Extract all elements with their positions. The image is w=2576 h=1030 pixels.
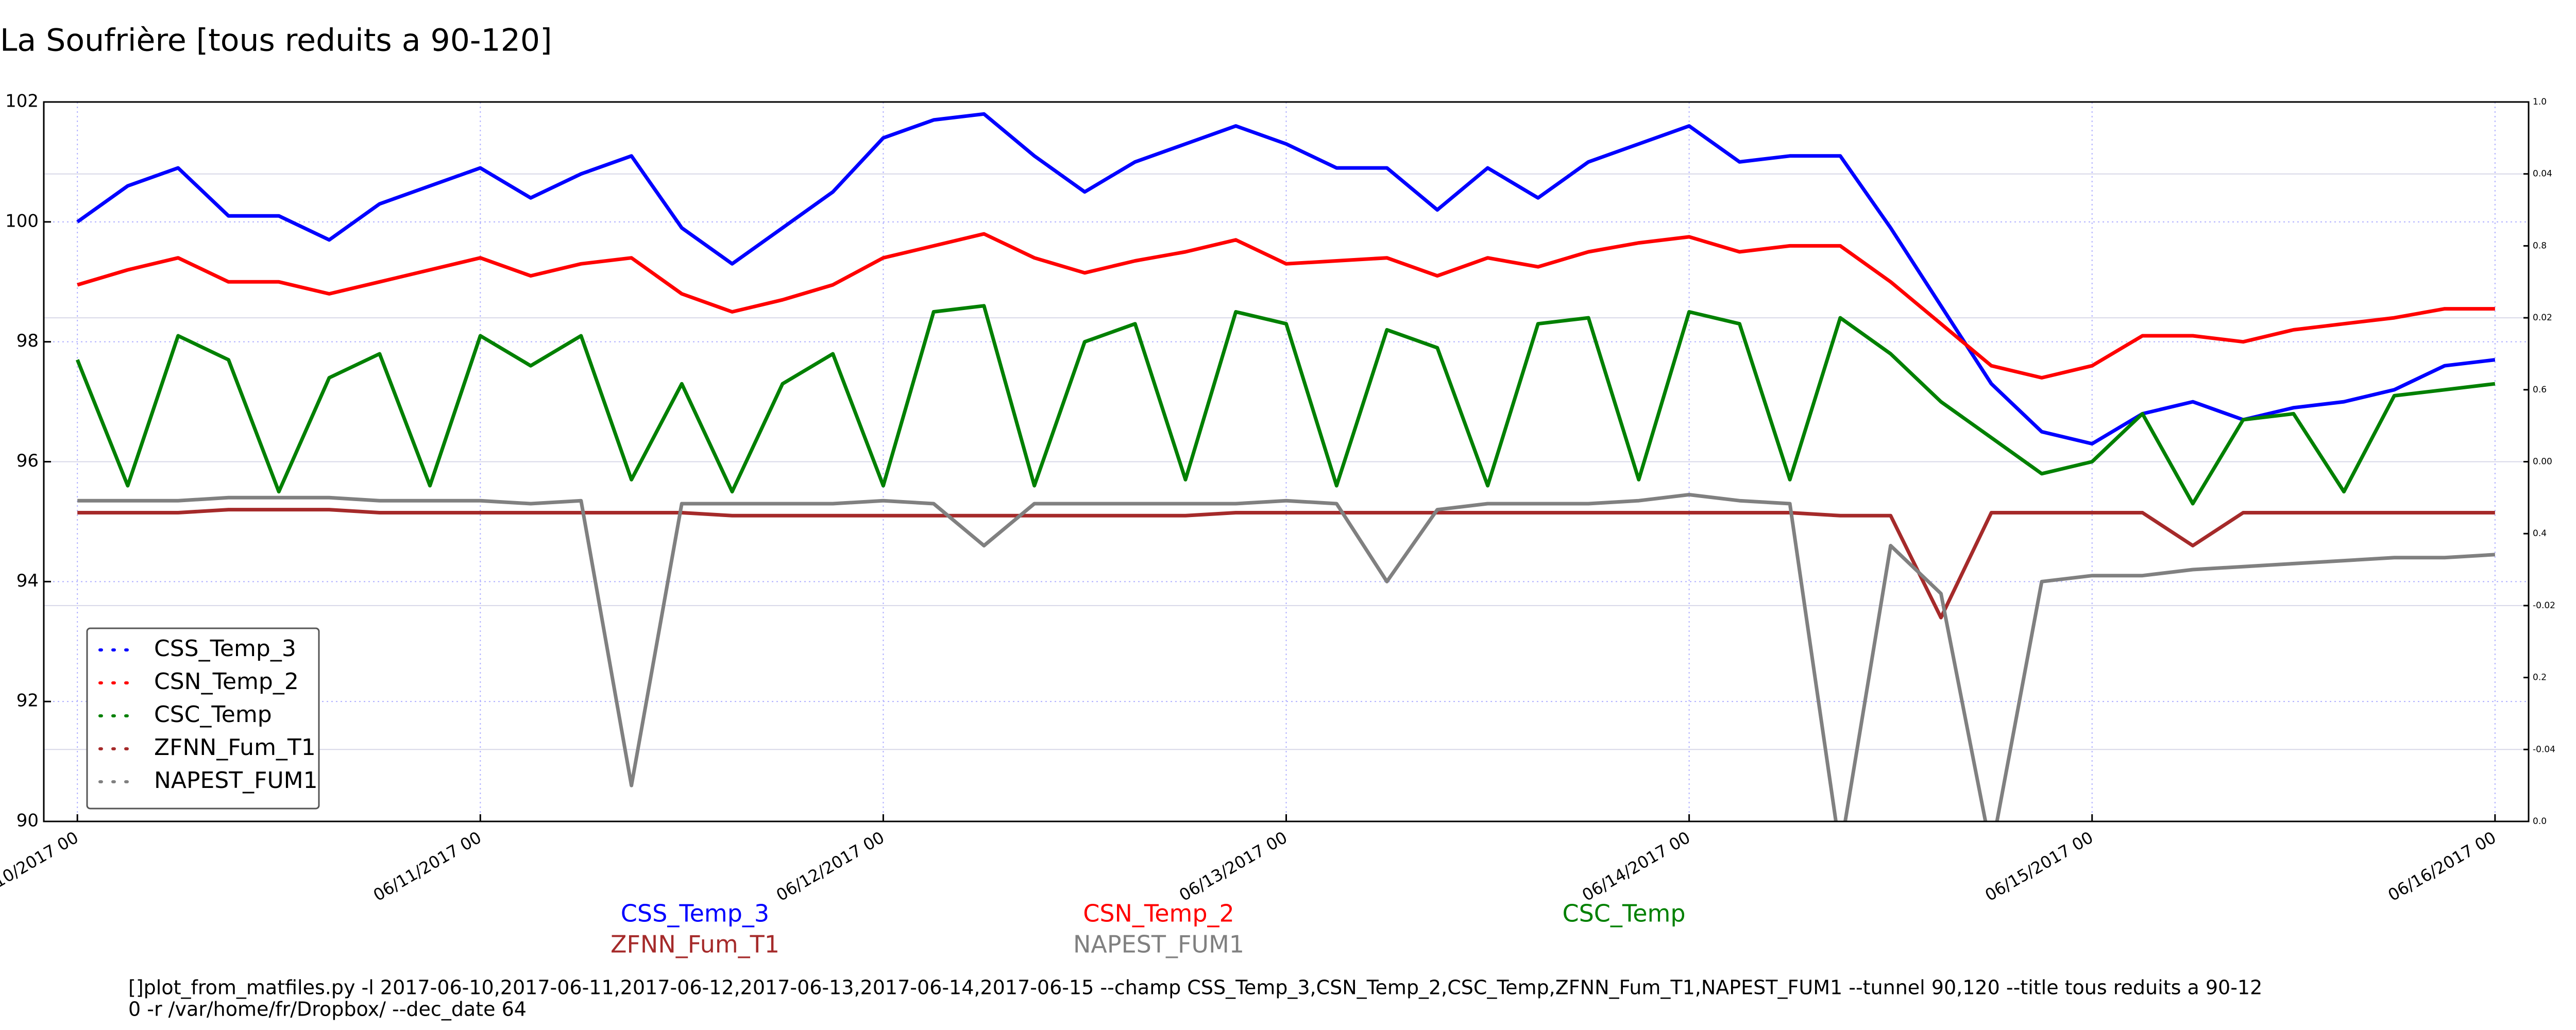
x-tick-label: 06/14/2017 00 [1579,828,1693,905]
y2-tick-label: 0.02 [2533,313,2552,323]
chart-title: La Soufrière [tous reduits a 90-120] [0,23,552,59]
series-label: CSS_Temp_3 [621,900,769,928]
y-tick-label: 94 [16,571,39,591]
command-text: 0 -r /var/home/fr/Dropbox/ --dec_date 64 [128,998,527,1021]
y2-tick-label: 0.4 [2533,528,2547,539]
series-line [77,493,2496,821]
legend-label: CSC_Temp [154,701,272,728]
legend-label: NAPEST_FUM1 [154,767,318,794]
y-tick-label: 92 [16,691,39,711]
x-tick-label: 06/16/2017 00 [2385,828,2500,905]
y-tick-label: 98 [16,331,39,351]
y2-tick-label: -0.04 [2533,744,2555,754]
series-label: CSC_Temp [1562,900,1685,928]
series-line [75,304,2496,506]
y-tick-label: 90 [16,811,39,831]
legend-label: CSN_Temp_2 [154,668,299,695]
y-tick-label: 96 [16,451,39,471]
y2-tick-label: 1.0 [2533,97,2547,107]
y2-tick-label: -0.02 [2533,600,2555,611]
series-label: NAPEST_FUM1 [1073,931,1244,958]
series-line [77,508,2495,620]
y-tick-label: 102 [5,91,39,112]
y2-tick-label: 0.04 [2533,169,2552,179]
legend-label: ZFNN_Fum_T1 [154,734,316,761]
plot-area [75,112,2496,821]
x-tick-label: 06/13/2017 00 [1176,828,1291,905]
y2-tick-label: 0.8 [2533,241,2547,251]
legend-box [86,627,320,810]
y-tick-label: 100 [5,211,39,231]
y2-tick-label: 0.0 [2533,816,2547,827]
series-line [77,232,2495,380]
y2-tick-label: 0.00 [2533,457,2552,467]
x-tick-label: 06/11/2017 00 [370,828,485,905]
legend-label: CSS_Temp_3 [154,636,296,662]
x-tick-label: 06/10/2017 00 [0,828,82,905]
x-tick-label: 06/12/2017 00 [773,828,888,905]
y2-tick-label: 0.6 [2533,385,2547,395]
x-tick-label: 06/15/2017 00 [1981,828,2096,905]
command-text: []plot_from_matfiles.py -l 2017-06-10,20… [128,976,2262,999]
y2-tick-label: 0.2 [2533,673,2547,683]
series-label: ZFNN_Fum_T1 [611,931,779,958]
series-label: CSN_Temp_2 [1083,900,1234,928]
series-line [76,112,2496,446]
